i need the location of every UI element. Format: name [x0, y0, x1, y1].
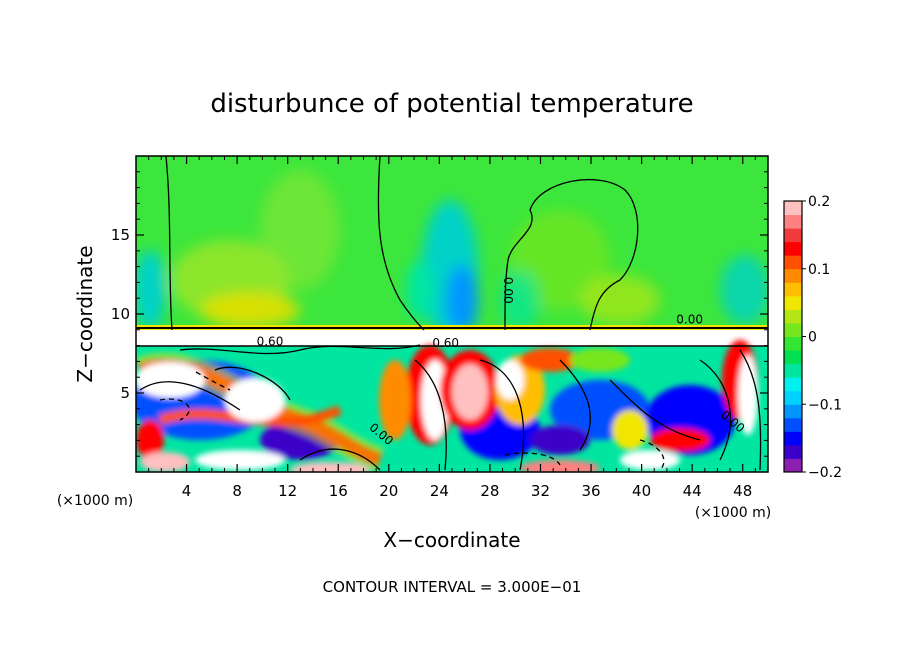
colorbar-segment [784, 255, 802, 270]
colorbar-segment [784, 458, 802, 473]
colorbar-segment [784, 201, 802, 216]
colorbar-segment [784, 336, 802, 351]
x-tick-label: 12 [278, 482, 297, 500]
contour-lines [136, 156, 768, 471]
colorbar-tick-label: 0.1 [808, 262, 830, 278]
x-tick-label: 28 [480, 482, 499, 500]
colorbar-segment [784, 228, 802, 243]
colorbar-segment [784, 322, 802, 337]
colorbar-tick-label: −0.1 [808, 397, 842, 413]
colorbar: 0.2 0.1 0 −0.1 −0.2 [783, 194, 842, 481]
x-tick-label: 44 [683, 482, 702, 500]
colorbar-segment [784, 363, 802, 378]
x-tick-label: 20 [379, 482, 398, 500]
colorbar-tick-label: −0.2 [808, 465, 842, 481]
contour-label: 0.60 [257, 335, 284, 349]
upper-layer-anomalies [136, 170, 768, 340]
colorbar-segment [784, 295, 802, 310]
x-tick-label: 8 [232, 482, 242, 500]
y-tick-label: 15 [111, 226, 130, 244]
y-tick-label: 5 [120, 384, 130, 402]
colorbar-segment [784, 431, 802, 446]
contour-interval-footer: CONTOUR INTERVAL = 3.000E−01 [323, 578, 582, 596]
x-axis-label: X−coordinate [383, 528, 520, 552]
colorbar-segment [784, 350, 802, 365]
x-tick-label: 32 [531, 482, 550, 500]
colorbar-segment [784, 282, 802, 297]
colorbar-segment [784, 377, 802, 392]
contour-label: 0.60 [432, 336, 459, 350]
x-tick-label: 40 [632, 482, 651, 500]
colorbar-segment [784, 444, 802, 459]
colorbar-segment [784, 241, 802, 256]
lower-layer-structures [136, 340, 758, 472]
x-tick-label: 24 [430, 482, 449, 500]
contour-label: 0.00 [676, 312, 703, 326]
x-axis-ticks: 4 8 12 16 20 24 28 32 36 40 44 48 [148, 156, 756, 500]
chart-title: disturbunce of potential temperature [210, 89, 693, 119]
colorbar-segment [784, 268, 802, 283]
x-unit-label-right: (×1000 m) [695, 505, 771, 521]
colorbar-segment [784, 390, 802, 405]
colorbar-tick-label: 0 [808, 330, 817, 346]
x-unit-label-left: (×1000 m) [57, 493, 133, 509]
contour-label: 0.00 [501, 277, 515, 304]
y-tick-label: 10 [111, 305, 130, 323]
tropopause-white-band [136, 330, 768, 346]
x-tick-label: 48 [733, 482, 752, 500]
colorbar-segment [784, 214, 802, 229]
x-tick-label: 36 [581, 482, 600, 500]
x-tick-label: 4 [182, 482, 192, 500]
colorbar-segment [784, 404, 802, 419]
x-tick-label: 16 [329, 482, 348, 500]
y-axis-ticks: 5 10 15 [111, 171, 768, 457]
y-axis-label: Z−coordinate [73, 245, 97, 382]
colorbar-segment [784, 309, 802, 324]
colorbar-tick-label: 0.2 [808, 194, 830, 210]
colorbar-segment [784, 417, 802, 432]
plot-area [136, 156, 768, 472]
